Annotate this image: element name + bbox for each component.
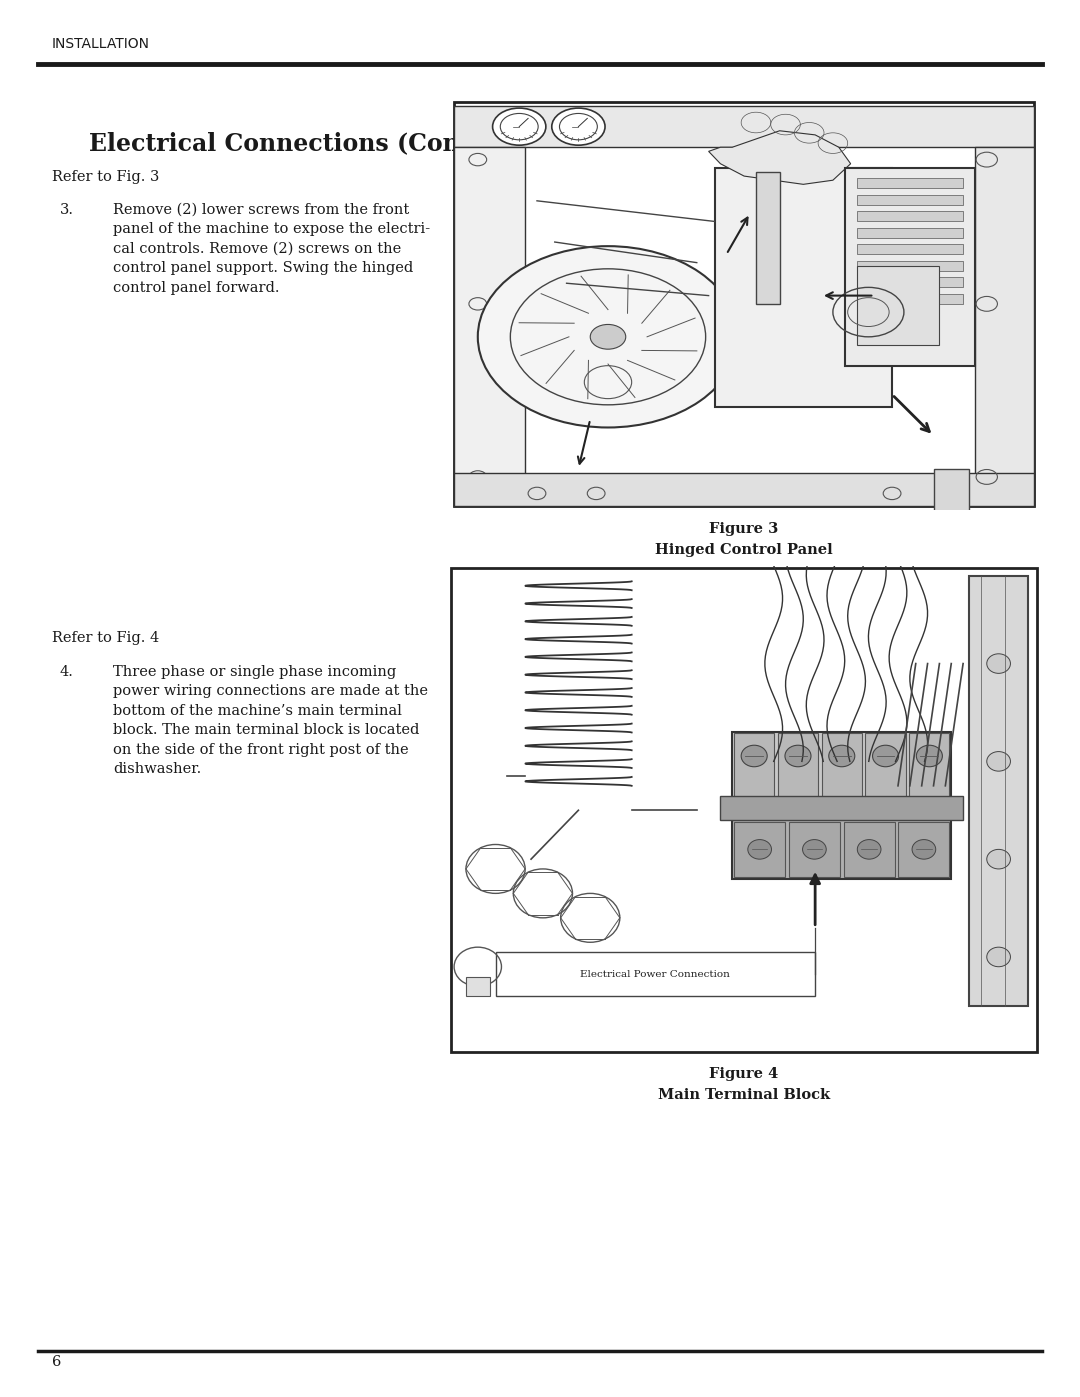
Bar xyxy=(778,733,819,799)
Bar xyxy=(732,732,951,800)
Bar xyxy=(845,168,975,366)
Circle shape xyxy=(747,840,771,859)
Polygon shape xyxy=(708,131,851,184)
Bar xyxy=(856,265,940,345)
Bar xyxy=(856,179,963,189)
Circle shape xyxy=(916,745,943,767)
Circle shape xyxy=(785,745,811,767)
Circle shape xyxy=(912,840,935,859)
Circle shape xyxy=(858,840,881,859)
Circle shape xyxy=(591,324,625,349)
Bar xyxy=(715,168,892,407)
Circle shape xyxy=(987,849,1011,869)
Circle shape xyxy=(552,108,605,145)
Bar xyxy=(856,277,963,288)
Bar xyxy=(454,106,1035,147)
Text: Three phase or single phase incoming
power wiring connections are made at the
bo: Three phase or single phase incoming pow… xyxy=(113,665,429,777)
Circle shape xyxy=(492,108,545,145)
Bar xyxy=(756,172,780,305)
Text: 4.: 4. xyxy=(59,665,73,679)
Text: Electrical Connections (Cont.): Electrical Connections (Cont.) xyxy=(89,131,489,155)
FancyBboxPatch shape xyxy=(451,569,1037,1052)
Circle shape xyxy=(741,745,767,767)
Circle shape xyxy=(873,745,899,767)
Bar xyxy=(454,472,1035,506)
Bar xyxy=(975,147,1035,506)
Bar xyxy=(788,821,840,877)
FancyBboxPatch shape xyxy=(454,102,1035,506)
Bar xyxy=(822,733,862,799)
Circle shape xyxy=(828,745,854,767)
Circle shape xyxy=(987,947,1011,967)
Circle shape xyxy=(802,840,826,859)
Bar xyxy=(856,194,963,205)
Text: Main Terminal Block: Main Terminal Block xyxy=(658,1088,831,1102)
Text: Refer to Fig. 4: Refer to Fig. 4 xyxy=(52,631,159,645)
Bar xyxy=(856,211,963,222)
Bar xyxy=(465,977,489,996)
Bar xyxy=(899,821,949,877)
Bar xyxy=(856,293,963,305)
Bar xyxy=(843,821,894,877)
Bar xyxy=(734,821,785,877)
Text: 3.: 3. xyxy=(59,203,73,217)
Circle shape xyxy=(477,246,739,427)
FancyBboxPatch shape xyxy=(496,953,815,996)
Bar xyxy=(732,820,951,879)
Text: Figure 3: Figure 3 xyxy=(710,522,779,536)
Text: Remove (2) lower screws from the front
panel of the machine to expose the electr: Remove (2) lower screws from the front p… xyxy=(113,203,431,295)
Circle shape xyxy=(987,752,1011,771)
Bar xyxy=(454,147,525,506)
Bar xyxy=(720,796,963,820)
Bar xyxy=(856,261,963,271)
Text: 6: 6 xyxy=(52,1355,62,1369)
Bar xyxy=(856,228,963,237)
Bar xyxy=(865,733,906,799)
Bar xyxy=(909,733,949,799)
Text: INSTALLATION: INSTALLATION xyxy=(52,36,150,50)
Text: Refer to Fig. 3: Refer to Fig. 3 xyxy=(52,170,159,184)
Text: Electrical Power Connection: Electrical Power Connection xyxy=(580,970,730,978)
Bar xyxy=(856,244,963,254)
Bar xyxy=(933,469,969,531)
Bar xyxy=(969,576,1028,1006)
Circle shape xyxy=(987,654,1011,673)
Bar xyxy=(734,733,774,799)
Text: Figure 4: Figure 4 xyxy=(710,1067,779,1081)
Text: Hinged Control Panel: Hinged Control Panel xyxy=(656,543,833,557)
